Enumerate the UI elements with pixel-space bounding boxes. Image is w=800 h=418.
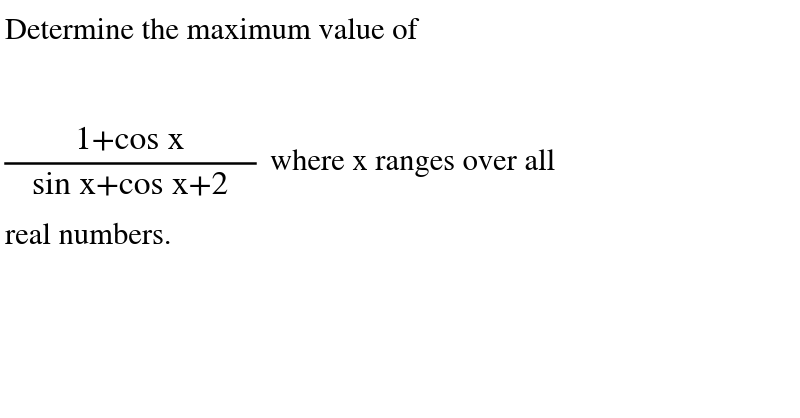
Text: real numbers.: real numbers. — [5, 223, 171, 251]
Text: 1+cos x: 1+cos x — [75, 126, 185, 155]
Text: sin x+cos x+2: sin x+cos x+2 — [32, 171, 228, 200]
Text: where x ranges over all: where x ranges over all — [270, 149, 555, 177]
Text: Determine the maximum value of: Determine the maximum value of — [5, 18, 418, 46]
